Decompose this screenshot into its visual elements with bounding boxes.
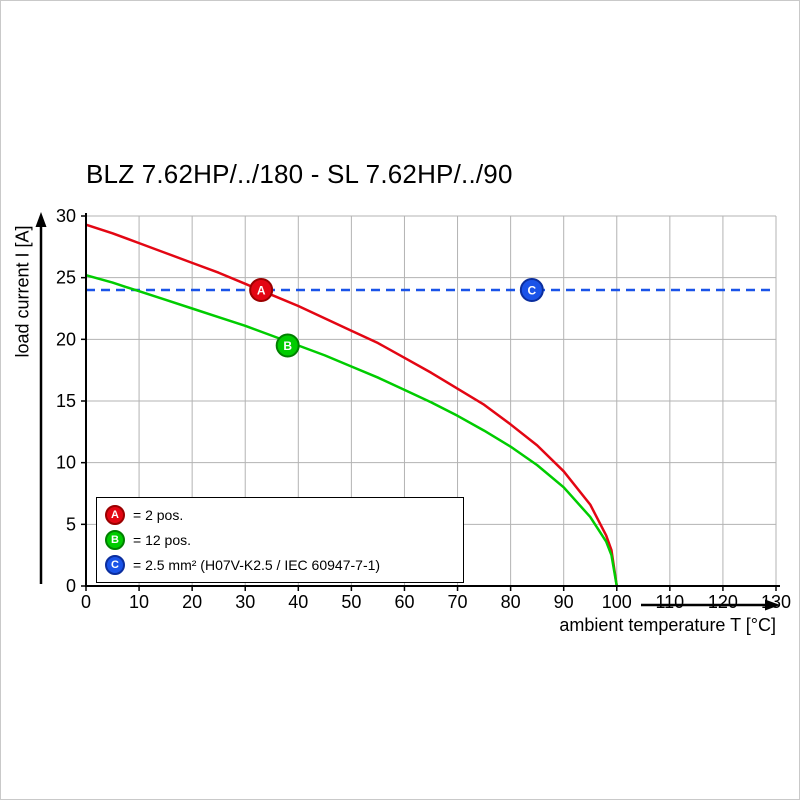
legend-item-c: C = 2.5 mm² (H07V-K2.5 / IEC 60947-7-1)	[105, 555, 453, 575]
svg-text:20: 20	[182, 592, 202, 612]
curve-markers: A B C	[249, 278, 544, 358]
legend-label-b: = 12 pos.	[133, 532, 191, 548]
svg-text:90: 90	[554, 592, 574, 612]
legend-label-a: = 2 pos.	[133, 507, 184, 523]
axis-arrows	[35, 212, 780, 611]
svg-text:60: 60	[394, 592, 414, 612]
svg-text:30: 30	[235, 592, 255, 612]
axes	[81, 213, 780, 591]
svg-text:100: 100	[602, 592, 632, 612]
legend-badge-b-icon: B	[105, 530, 125, 550]
svg-text:40: 40	[288, 592, 308, 612]
chart-title: BLZ 7.62HP/../180 - SL 7.62HP/../90	[86, 159, 513, 189]
tick-labels: 0 10 20 30 40 50 60 70 80 90 100 110 120 130051015202…	[56, 206, 791, 612]
svg-text:0: 0	[81, 592, 91, 612]
svg-text:30: 30	[56, 206, 76, 226]
svg-text:5: 5	[66, 514, 76, 534]
svg-text:25: 25	[56, 268, 76, 288]
data-curves	[85, 223, 776, 587]
svg-text:A: A	[257, 284, 266, 298]
legend-badge-a-icon: A	[105, 505, 125, 525]
svg-text:70: 70	[448, 592, 468, 612]
svg-text:C: C	[528, 284, 537, 298]
legend-badge-c-icon: C	[105, 555, 125, 575]
svg-text:10: 10	[56, 453, 76, 473]
legend-item-b: B = 12 pos.	[105, 530, 453, 550]
svg-text:15: 15	[56, 391, 76, 411]
x-axis-label: ambient temperature T [°C]	[559, 615, 776, 635]
svg-text:110: 110	[655, 592, 684, 612]
svg-text:120: 120	[708, 592, 738, 612]
svg-text:50: 50	[341, 592, 361, 612]
svg-text:B: B	[283, 339, 292, 353]
svg-text:20: 20	[56, 329, 76, 349]
svg-text:80: 80	[501, 592, 521, 612]
legend-label-c: = 2.5 mm² (H07V-K2.5 / IEC 60947-7-1)	[133, 557, 381, 573]
legend-item-a: A = 2 pos.	[105, 505, 453, 525]
svg-text:0: 0	[66, 576, 76, 596]
legend-box: A = 2 pos. B = 12 pos. C = 2.5 mm² (H07V…	[96, 497, 464, 583]
svg-text:10: 10	[129, 592, 149, 612]
y-axis-label: load current I [A]	[12, 225, 33, 358]
